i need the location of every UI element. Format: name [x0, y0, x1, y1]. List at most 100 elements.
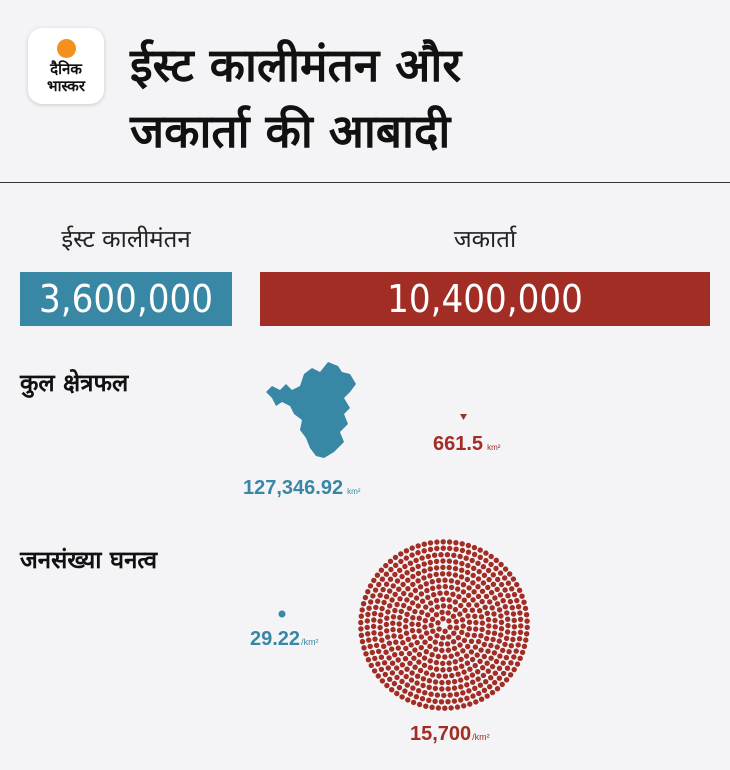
jakarta-density: 15,700/km²: [410, 723, 490, 746]
density-dot: [421, 662, 428, 668]
density-dot: [517, 616, 524, 623]
density-dot: [492, 595, 498, 601]
density-dot: [414, 673, 421, 679]
page-title: ईस्ट कालीमंतन और जकार्ता की आबादी: [130, 32, 720, 164]
density-dot: [418, 634, 425, 640]
density-dot: [426, 678, 433, 684]
density-dot: [451, 698, 458, 704]
density-dot: [497, 570, 504, 576]
density-dot: [405, 586, 411, 592]
density-dot: [448, 653, 454, 659]
density-dot: [448, 584, 455, 591]
density-dot: [479, 588, 486, 594]
density-dot: [447, 692, 453, 698]
density-dot: [406, 650, 413, 657]
density-dot: [413, 595, 420, 601]
density-dot: [425, 553, 431, 560]
density-dot: [443, 590, 450, 596]
density-dot: [455, 635, 462, 641]
density-dot: [514, 597, 520, 604]
density-dot: [442, 654, 448, 660]
density-dot: [432, 639, 438, 645]
density-dot: [403, 673, 409, 680]
density-dot: [433, 571, 439, 578]
density-dot: [415, 621, 422, 628]
density-dot: [416, 701, 423, 708]
density-dot: [472, 685, 478, 691]
density-dot: [372, 655, 378, 662]
logo-text-line2: भास्कर: [47, 77, 85, 95]
density-dot: [383, 594, 390, 600]
density-dot: [375, 598, 381, 604]
density-dot: [482, 604, 488, 610]
density-dot: [416, 651, 423, 658]
density-dot: [470, 580, 476, 586]
density-dot: [399, 694, 405, 700]
logo: दैनिक भास्कर: [28, 28, 104, 104]
density-dot: [508, 643, 514, 649]
density-dot: [519, 649, 526, 656]
density-dot: [463, 555, 469, 561]
density-dot: [402, 656, 409, 662]
density-dot: [394, 690, 400, 697]
density-dot: [377, 618, 383, 624]
density-dot: [407, 691, 414, 697]
density-dot: [484, 693, 490, 699]
density-dot: [440, 667, 446, 673]
density-dot: [419, 609, 425, 615]
density-dot: [399, 573, 405, 580]
density-dot: [405, 636, 411, 642]
density-dot: [379, 576, 386, 582]
density-dot: [437, 590, 443, 596]
density-dot: [510, 576, 517, 582]
density-dot: [440, 603, 447, 609]
density-dot: [436, 626, 442, 632]
east-kalimantan-area-value: 127,346.92: [243, 477, 344, 499]
density-dot: [483, 550, 489, 556]
density-dot: [459, 541, 465, 547]
density-dot: [488, 589, 495, 596]
density-dot: [438, 699, 445, 705]
density-dot: [505, 580, 512, 586]
density-dot: [502, 604, 508, 610]
density-dot: [406, 605, 413, 612]
density-dot: [446, 558, 453, 564]
density-dot: [452, 606, 459, 613]
density-dot: [373, 642, 380, 649]
density-dot: [426, 684, 432, 690]
density-dot: [383, 649, 389, 655]
density-dot: [364, 624, 370, 631]
density-dot: [523, 637, 529, 643]
density-dot: [410, 615, 416, 621]
density-dot: [393, 639, 399, 645]
density-dot: [461, 597, 467, 603]
density-dot: [365, 611, 371, 618]
density-dot: [380, 586, 386, 593]
density-dot: [432, 698, 438, 704]
density-dot: [417, 667, 424, 674]
density-dot: [431, 552, 438, 558]
density-dot: [488, 561, 494, 568]
density-dot: [473, 626, 479, 632]
density-dot: [385, 609, 391, 615]
density-dot: [451, 552, 457, 558]
density-dot: [462, 607, 468, 613]
density-dot: [423, 649, 429, 655]
density-dot: [423, 604, 429, 610]
density-dot: [362, 594, 369, 601]
density-dot: [409, 545, 415, 551]
density-dot: [381, 643, 387, 649]
density-dot: [458, 677, 464, 683]
density-dot: [485, 668, 491, 674]
density-dot: [460, 589, 467, 595]
density-dot: [521, 599, 527, 605]
density-dot: [383, 581, 390, 587]
density-dot: [505, 622, 511, 629]
density-dot: [496, 675, 503, 681]
density-dot: [377, 624, 383, 631]
density-dot: [454, 704, 461, 710]
density-dot: [440, 545, 446, 551]
density-dot: [502, 575, 508, 581]
density-dot: [494, 644, 500, 650]
density-dot: [404, 682, 410, 688]
